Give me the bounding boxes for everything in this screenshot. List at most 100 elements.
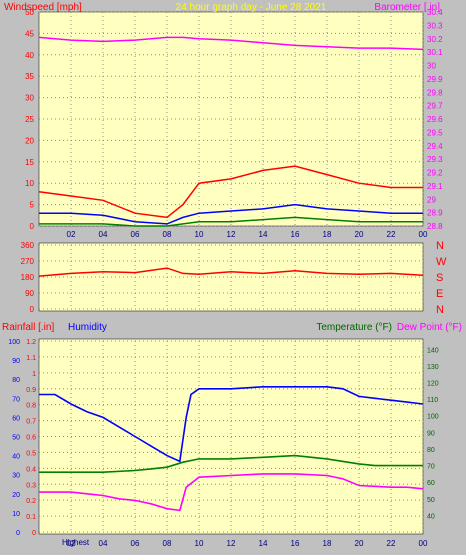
rain-tick-label: 1.2 (26, 339, 36, 346)
temperature-tick-label: 130 (427, 364, 439, 371)
dewpoint-axis-label: Dew Point (°F) (397, 322, 462, 333)
temperature-tick-label: 140 (427, 347, 439, 354)
temperature-tick-label: 70 (427, 464, 435, 471)
x-tick-label: 00 (419, 539, 428, 548)
x-tick-label: 10 (195, 539, 204, 548)
wind-tick-label: 5 (30, 201, 35, 210)
series-line-008000 (39, 216, 423, 227)
x-tick-label: 18 (323, 230, 332, 239)
direction-line (38, 267, 424, 277)
rain-tick-label: 0 (32, 530, 36, 537)
humidity-tick-label: 30 (12, 473, 20, 480)
barometer-tick-label: 30.4 (427, 8, 443, 17)
barometer-tick-label: 29.1 (427, 182, 443, 191)
temperature-tick-label: 110 (427, 397, 438, 404)
axis-layer: 0510152025303540455028.828.92929.129.229… (8, 8, 447, 548)
wind-tick-label: 20 (25, 136, 34, 145)
x-tick-label: 18 (323, 539, 332, 548)
temperature-tick-label: 100 (427, 414, 439, 421)
humidity-tick-label: 10 (12, 511, 20, 518)
x-tick-label: 22 (387, 230, 396, 239)
barometer-tick-label: 29 (427, 195, 436, 204)
x-tick-label: 08 (163, 230, 172, 239)
x-tick-label: 14 (259, 539, 268, 548)
humidity-tick-label: 70 (12, 396, 20, 403)
temperature-tick-label: 120 (427, 381, 439, 388)
wind-tick-label: 50 (25, 8, 34, 17)
x-tick-label: 10 (195, 230, 204, 239)
humidity-tick-label: 90 (12, 358, 20, 365)
x-tick-label: 06 (131, 230, 140, 239)
series-layer (38, 36, 424, 512)
barometer-tick-label: 30.3 (427, 21, 443, 30)
compass-label: W (436, 256, 447, 268)
wind-tick-label: 35 (25, 72, 34, 81)
rain-tick-label: 0.4 (26, 466, 36, 473)
direction-tick-label: 360 (21, 241, 35, 250)
barometer-tick-label: 29.2 (427, 169, 443, 178)
x-tick-label: 00 (419, 230, 428, 239)
compass-label: E (436, 288, 443, 300)
rain-tick-label: 0.6 (26, 435, 36, 442)
wind-tick-label: 0 (30, 222, 35, 231)
compass-label: N (436, 240, 444, 252)
wind-axis-label: Windspeed [mph] (4, 2, 82, 13)
rain-tick-label: 0.2 (26, 498, 36, 505)
series-line-humidity (39, 385, 424, 463)
temperature-tick-label: 60 (427, 480, 435, 487)
direction-tick-label: 0 (30, 305, 35, 314)
x-tick-label: 02 (67, 230, 76, 239)
x-tick-label: 04 (99, 539, 108, 548)
wind-tick-label: 10 (25, 179, 34, 188)
x-tick-label: 14 (259, 230, 268, 239)
humidity-tick-label: 0 (16, 530, 20, 537)
series-line-dew-point-f- (39, 473, 424, 512)
rain-tick-label: 0.8 (26, 403, 36, 410)
temperature-axis-label: Temperature (°F) (316, 322, 392, 333)
x-tick-label: 12 (227, 230, 236, 239)
direction-tick-label: 90 (25, 289, 34, 298)
rain-tick-label: 0.7 (26, 419, 36, 426)
x-tick-label: 04 (99, 230, 108, 239)
barometer-tick-label: 30.2 (427, 35, 443, 44)
series-line-0000ff (39, 203, 423, 225)
compass-label: S (436, 272, 443, 284)
x-tick-label: 08 (163, 539, 172, 548)
temperature-tick-label: 80 (427, 447, 435, 454)
x-tick-label: 22 (387, 539, 396, 548)
grid-layer (39, 11, 424, 533)
series-line-ff00ff (38, 36, 424, 51)
barometer-tick-label: 29.8 (427, 88, 443, 97)
temperature-tick-label: 50 (427, 497, 435, 504)
rain-tick-label: 0.3 (26, 482, 36, 489)
barometer-tick-label: 28.8 (427, 222, 443, 231)
x-tick-label: 20 (355, 539, 364, 548)
series-line-ff0000 (38, 165, 423, 219)
temperature-tick-label: 40 (427, 513, 435, 520)
rain-tick-label: 0.1 (26, 514, 36, 521)
humidity-tick-label: 40 (12, 454, 20, 461)
x-tick-label: 02 (67, 539, 76, 548)
barometer-tick-label: 29.5 (427, 128, 443, 137)
humidity-tick-label: 100 (8, 339, 20, 346)
wind-tick-label: 30 (25, 94, 34, 103)
direction-tick-label: 180 (21, 273, 35, 282)
humidity-tick-label: 80 (12, 377, 20, 384)
barometer-tick-label: 29.4 (427, 142, 443, 151)
rain-tick-label: 1 (32, 371, 36, 378)
barometer-tick-label: 29.6 (427, 115, 443, 124)
x-tick-label: 12 (227, 539, 236, 548)
humidity-tick-label: 50 (12, 435, 20, 442)
highest-label: Highest (62, 538, 90, 547)
humidity-tick-label: 60 (12, 415, 20, 422)
graph-title: 24 hour graph day - June 28 2021 (176, 2, 327, 13)
rain-tick-label: 0.9 (26, 387, 36, 394)
x-tick-label: 20 (355, 230, 364, 239)
x-tick-label: 16 (291, 539, 300, 548)
direction-tick-label: 270 (21, 257, 35, 266)
barometer-axis-label: Barometer [.in] (374, 2, 440, 13)
wind-tick-label: 40 (25, 51, 34, 60)
rainfall-axis-label: Rainfall [.in] (2, 322, 54, 333)
barometer-tick-label: 29.9 (427, 75, 443, 84)
